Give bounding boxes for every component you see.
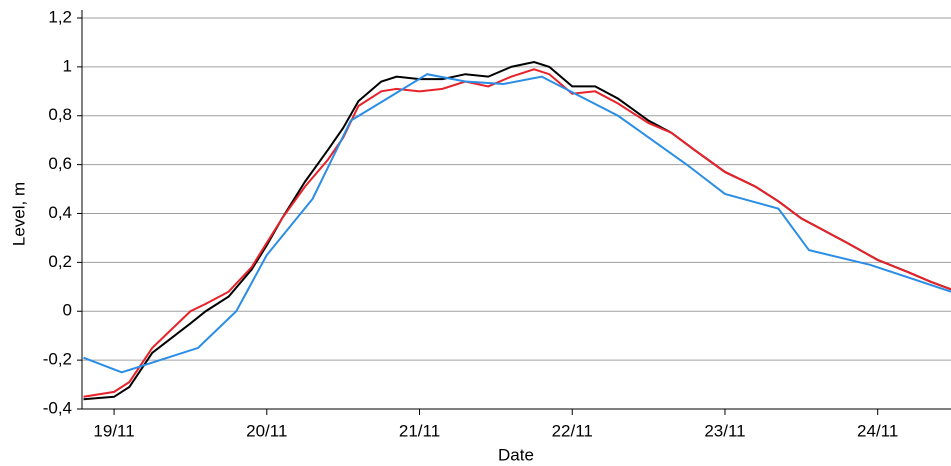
series-line	[83, 68, 951, 398]
x-axis-title: Date	[498, 445, 534, 464]
x-tick-label: 23/11	[704, 421, 745, 440]
x-tick-label: 19/11	[93, 421, 134, 440]
y-axis-title: Level, m	[9, 182, 28, 246]
x-tick-label: 21/11	[399, 421, 440, 440]
y-tick-label: -0,4	[43, 398, 72, 417]
series-line	[83, 73, 951, 374]
y-tick-label: 1,2	[48, 7, 72, 26]
y-tick-label: 0,6	[48, 154, 72, 173]
y-tick-label: -0,2	[43, 350, 72, 369]
y-tick-label: 1	[63, 56, 72, 75]
x-tick-label: 24/11	[857, 421, 898, 440]
y-tick-label: 0,2	[48, 252, 72, 271]
x-tick-label: 22/11	[552, 421, 593, 440]
y-tick-label: 0,8	[48, 105, 72, 124]
y-tick-label: 0	[63, 301, 72, 320]
x-tick-label: 20/11	[246, 421, 287, 440]
y-tick-label: 0,4	[48, 203, 72, 222]
plot-area	[83, 60, 951, 401]
series-line	[83, 60, 951, 401]
